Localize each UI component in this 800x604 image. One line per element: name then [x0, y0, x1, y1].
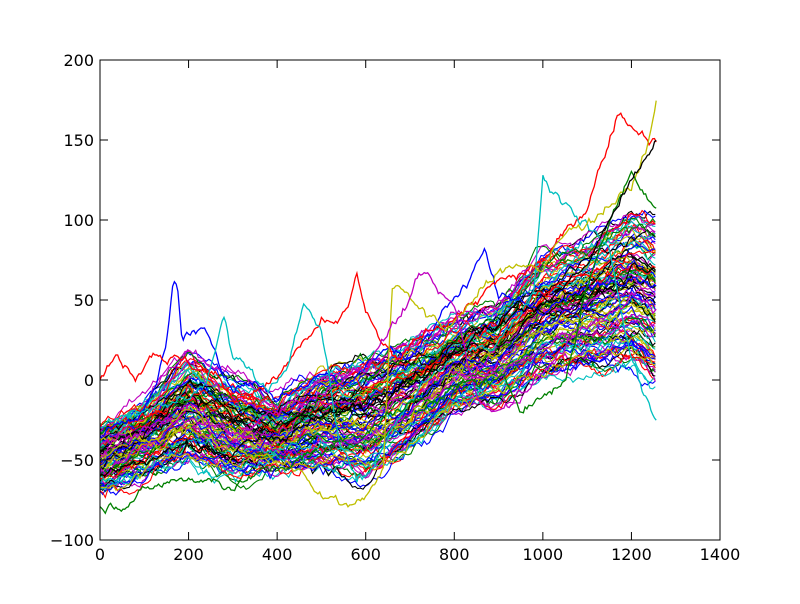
x-tick-label: 400 [262, 545, 293, 564]
highlighted-series-line-4 [100, 271, 657, 447]
series-line [100, 319, 656, 476]
highlighted-series-line-3 [100, 100, 657, 508]
y-tick-label: −50 [60, 451, 94, 470]
series-line [100, 256, 656, 457]
y-tick-label: 0 [84, 371, 94, 390]
series-line [100, 287, 656, 456]
series-line [100, 213, 656, 430]
series-layer [100, 100, 657, 515]
y-tick-label: 100 [63, 211, 94, 230]
series-line [100, 341, 656, 485]
series-line [100, 338, 656, 489]
highlighted-series-line-1 [100, 112, 657, 405]
highlighted-series-line-6 [100, 139, 657, 477]
y-tick-label: 150 [63, 131, 94, 150]
highlighted-series-line-2 [100, 174, 657, 483]
series-line [100, 229, 656, 435]
y-tick-label: 200 [63, 51, 94, 70]
x-tick-label: 0 [95, 545, 105, 564]
series-line [100, 299, 656, 467]
series-line [100, 345, 656, 491]
series-line [100, 220, 656, 442]
series-line [100, 250, 656, 442]
series-line [100, 253, 656, 440]
highlighted-series-line-0 [100, 246, 657, 440]
series-line [100, 266, 656, 456]
series-line [100, 357, 656, 490]
y-tick-label: 50 [74, 291, 94, 310]
highlighted-series-line-5 [100, 170, 657, 515]
y-tick-label: −100 [50, 531, 94, 550]
series-line [100, 359, 656, 490]
x-tick-label: 200 [173, 545, 204, 564]
series-line [100, 236, 656, 442]
series-line [100, 296, 656, 462]
series-line [100, 263, 656, 446]
x-tick-label: 1200 [611, 545, 652, 564]
series-line [100, 261, 656, 454]
series-line [100, 215, 656, 434]
x-tick-label: 600 [350, 545, 381, 564]
x-tick-label: 800 [439, 545, 470, 564]
x-tick-label: 1400 [700, 545, 741, 564]
series-line [100, 293, 656, 466]
ticks-layer: 0 200 400 600 800 1000 1200 1400 −100 −50 0 50 100 15… [50, 51, 740, 564]
series-line [100, 209, 656, 429]
series-line [100, 315, 656, 469]
series-line [100, 324, 656, 483]
x-tick-label: 1000 [522, 545, 563, 564]
series-line [100, 316, 656, 477]
series-line [100, 224, 656, 435]
series-line [100, 224, 656, 439]
